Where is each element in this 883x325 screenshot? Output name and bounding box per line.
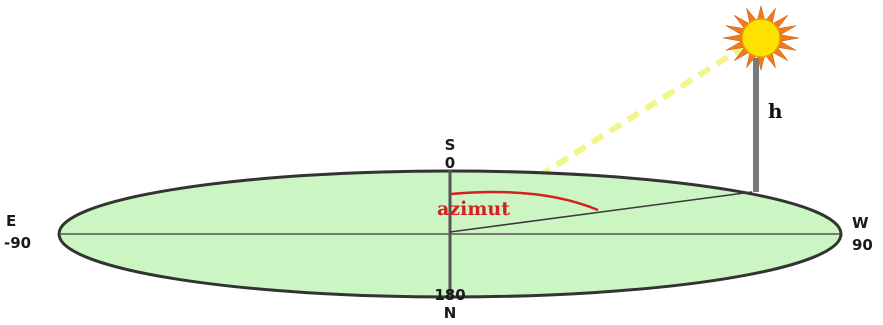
north-label: N bbox=[444, 304, 457, 320]
height-label: h bbox=[768, 99, 783, 123]
one-eighty-label: 180 bbox=[434, 286, 465, 304]
sun-icon bbox=[722, 5, 800, 71]
zero-label: 0 bbox=[445, 154, 455, 172]
west-label: W bbox=[852, 214, 869, 232]
south-label: S bbox=[445, 136, 456, 154]
sun-ray-line bbox=[448, 35, 760, 235]
azimuth-label: azimut bbox=[437, 198, 510, 220]
east-label: E bbox=[6, 212, 16, 230]
azimuth-arc bbox=[450, 190, 599, 212]
ninety-label: 90 bbox=[852, 236, 873, 254]
minus-ninety-label: -90 bbox=[4, 234, 31, 252]
sun-projection-line bbox=[449, 191, 753, 233]
